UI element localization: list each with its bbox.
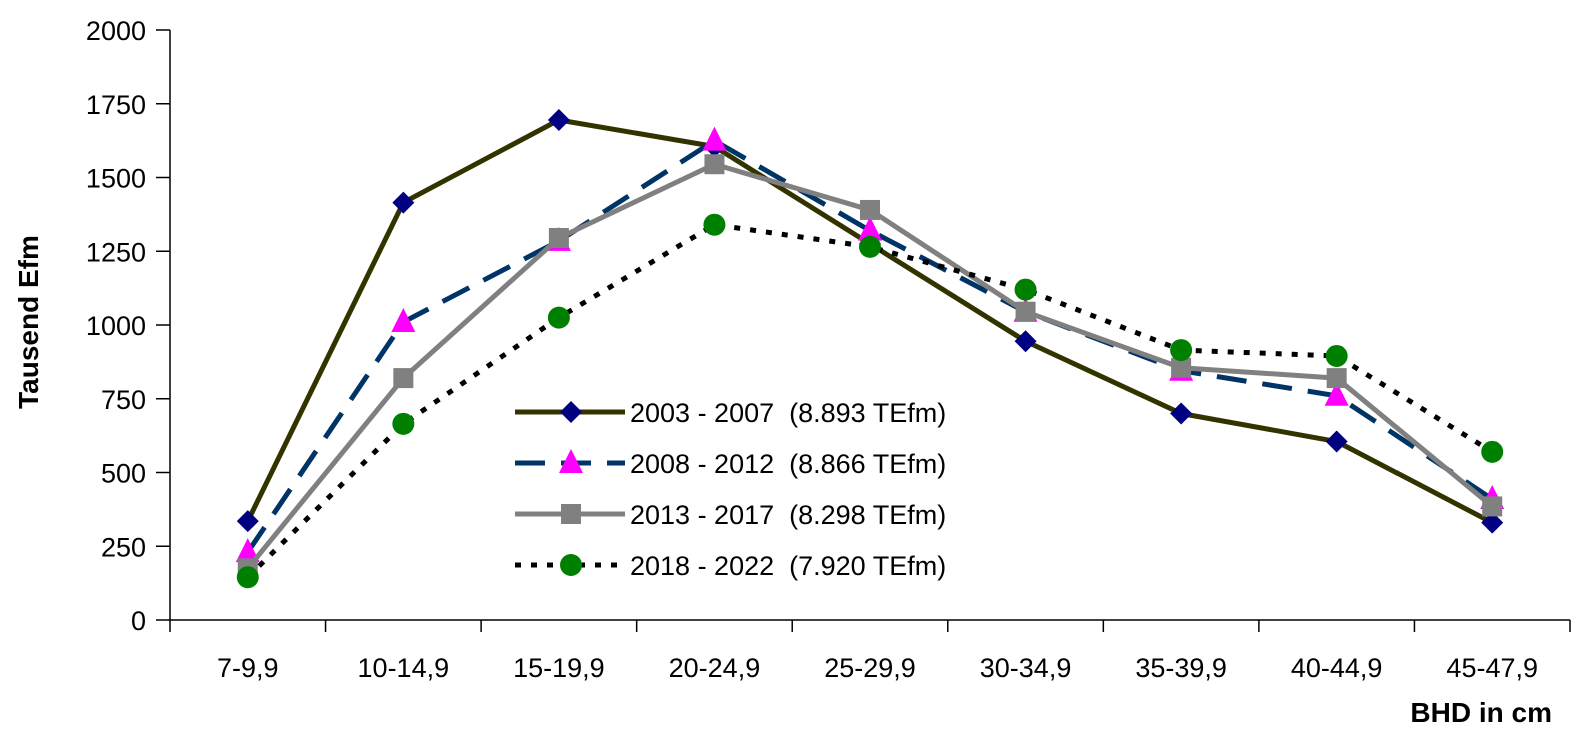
data-point [548, 227, 569, 248]
series-layer [235, 108, 1505, 589]
data-point [1324, 381, 1349, 406]
legend-marker [560, 554, 582, 576]
data-point [703, 213, 726, 236]
data-point [1325, 344, 1348, 367]
data-point [547, 108, 570, 131]
x-tick-label: 7-9,9 [217, 653, 279, 683]
data-point [1170, 339, 1193, 362]
series-3 [237, 154, 1503, 579]
x-tick-label: 35-39,9 [1135, 653, 1227, 683]
x-tick-label: 45-47,9 [1446, 653, 1538, 683]
y-tick-label: 500 [101, 459, 146, 489]
data-point [547, 306, 570, 329]
legend-label: 2018 - 2022 (7.920 TEfm) [630, 551, 946, 581]
y-axis-title: Tausend Efm [13, 235, 44, 409]
x-axis-ticks: 7-9,9 10-14,9 15-19,9 20-24,9 25-29,9 30-34,9… [169, 620, 1571, 683]
data-point [1482, 496, 1503, 517]
data-point [391, 308, 416, 333]
data-point [236, 510, 259, 533]
y-tick-label: 1500 [86, 164, 146, 194]
x-tick-label: 25-29,9 [824, 653, 916, 683]
legend-entry: 2003 - 2007 (8.893 TEfm) [515, 398, 946, 428]
data-point [1014, 278, 1037, 301]
data-point [1325, 430, 1348, 453]
legend-marker [561, 504, 581, 524]
data-point [1014, 330, 1037, 353]
legend-label: 2008 - 2012 (8.866 TEfm) [630, 449, 946, 479]
data-point [1481, 511, 1504, 534]
data-point [392, 412, 415, 435]
y-tick-label: 1000 [86, 311, 146, 341]
y-axis-ticks: 0 250 500 750 1000 1250 1500 1750 2000 [86, 16, 170, 636]
y-tick-label: 1750 [86, 90, 146, 120]
data-point [393, 368, 414, 389]
data-point [704, 154, 725, 175]
data-point [235, 538, 260, 563]
legend-marker [560, 401, 582, 423]
x-axis-title: BHD in cm [1410, 697, 1552, 728]
data-point [1015, 301, 1036, 322]
legend-label: 2003 - 2007 (8.893 TEfm) [630, 398, 946, 428]
series-4 [236, 213, 1504, 589]
data-point [859, 235, 881, 258]
series-line [245, 138, 1494, 554]
data-point [860, 199, 880, 220]
y-tick-label: 0 [131, 606, 146, 636]
x-tick-label: 40-44,9 [1291, 653, 1383, 683]
data-point [858, 216, 882, 241]
y-tick-label: 2000 [86, 16, 146, 46]
legend-entry: 2008 - 2012 (8.866 TEfm) [515, 449, 946, 479]
x-tick-label: 15-19,9 [513, 653, 605, 683]
y-tick-label: 1250 [86, 237, 146, 267]
data-point [236, 566, 259, 589]
legend-marker [559, 449, 583, 473]
x-tick-label: 10-14,9 [358, 653, 450, 683]
x-tick-label: 30-34,9 [980, 653, 1072, 683]
data-point [1171, 357, 1192, 378]
data-point [1326, 368, 1347, 389]
legend: 2003 - 2007 (8.893 TEfm) 2008 - 2012 (8.8… [515, 398, 946, 581]
legend-label: 2013 - 2017 (8.298 TEfm) [630, 500, 946, 530]
data-point [392, 191, 415, 214]
axes [169, 30, 1570, 621]
y-tick-label: 250 [101, 532, 146, 562]
legend-entry: 2018 - 2022 (7.920 TEfm) [515, 551, 946, 581]
x-tick-label: 20-24,9 [669, 653, 761, 683]
y-tick-label: 750 [101, 385, 146, 415]
legend-entry: 2013 - 2017 (8.298 TEfm) [515, 500, 946, 530]
data-point [1170, 402, 1193, 425]
data-point [702, 126, 727, 151]
data-point [1481, 440, 1504, 463]
